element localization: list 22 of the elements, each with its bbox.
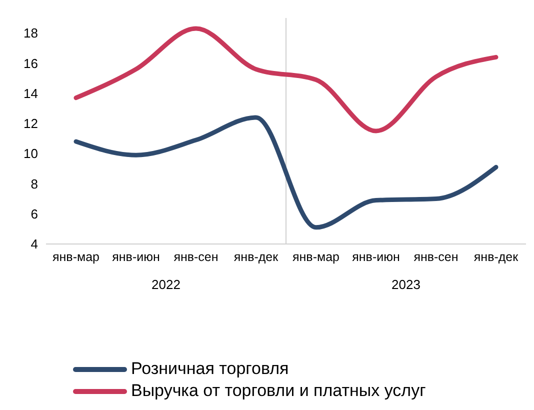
x-tick-label: янв-сен bbox=[174, 250, 218, 264]
line-series bbox=[74, 115, 498, 230]
y-tick-label: 8 bbox=[30, 176, 38, 192]
y-tick-label: 10 bbox=[24, 146, 38, 162]
legend-label: Выручка от торговли и платных услуг bbox=[131, 381, 426, 401]
x-tick-label: янв-июн bbox=[352, 250, 400, 264]
legend-label: Розничная торговля bbox=[131, 359, 289, 379]
y-tick-label: 14 bbox=[24, 86, 38, 101]
x-tick-label: янв-дек bbox=[234, 250, 279, 264]
x-tick-label: янв-мар bbox=[292, 250, 340, 264]
x-tick-label: янв-мар bbox=[52, 250, 100, 264]
text: 2023 bbox=[392, 277, 420, 292]
y-tick-label: 4 bbox=[30, 236, 38, 252]
y-tick-label: 16 bbox=[24, 56, 38, 71]
y-tick-label: 6 bbox=[30, 206, 38, 222]
x-tick-label: янв-дек bbox=[474, 250, 519, 264]
x-tick-label: янв-июн bbox=[112, 250, 160, 264]
x-tick-label: янв-сен bbox=[414, 250, 458, 264]
y-tick-label: 18 bbox=[24, 26, 38, 41]
line-series bbox=[74, 26, 498, 134]
text: 2022 bbox=[152, 277, 180, 292]
y-tick-label: 12 bbox=[24, 116, 38, 132]
